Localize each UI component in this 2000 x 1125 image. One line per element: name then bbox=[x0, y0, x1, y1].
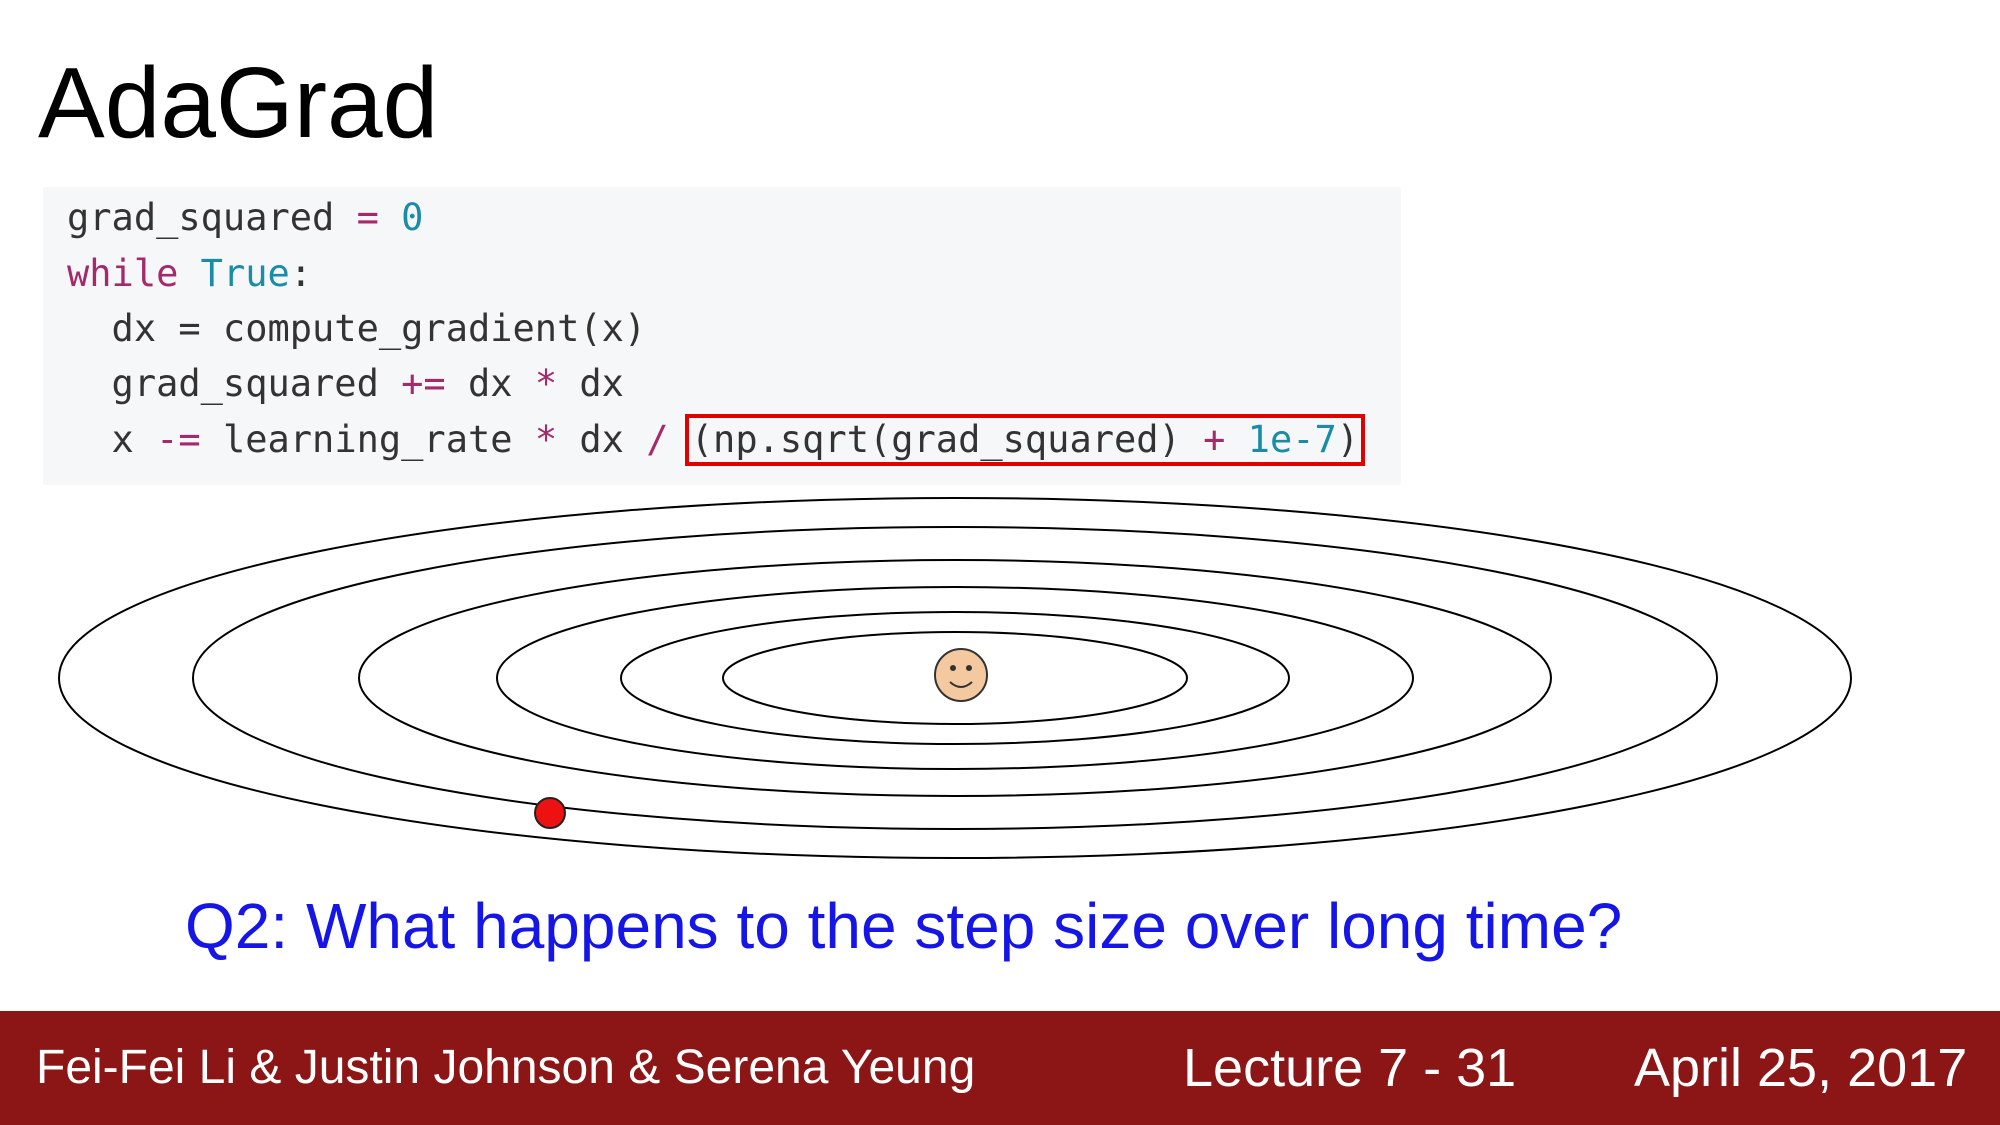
code-token: dx = compute_gradient(x) bbox=[67, 307, 647, 350]
code-line: while True: bbox=[67, 249, 312, 299]
code-token: dx bbox=[445, 362, 535, 405]
code-operator: = bbox=[334, 196, 402, 239]
code-number: 1e-7 bbox=[1225, 418, 1337, 461]
code-token: learning_rate bbox=[200, 418, 535, 461]
code-token: ) bbox=[1336, 418, 1360, 461]
code-operator: * bbox=[534, 418, 558, 461]
code-token: dx bbox=[557, 418, 647, 461]
footer-bar: Fei-Fei Li & Justin Johnson & Serena Yeu… bbox=[0, 1011, 2000, 1125]
slide-title: AdaGrad bbox=[38, 47, 439, 159]
contour-ellipse bbox=[620, 611, 1290, 745]
contour-ellipse bbox=[58, 497, 1852, 859]
code-boolean: True bbox=[200, 252, 290, 295]
code-operator: * bbox=[534, 362, 558, 405]
highlight-box: (np.sqrt(grad_squared) + 1e-7) bbox=[684, 414, 1366, 466]
code-token: (np.sqrt(grad_squared) bbox=[690, 418, 1204, 461]
contour-ellipse bbox=[358, 559, 1552, 797]
code-line: dx = compute_gradient(x) bbox=[67, 304, 647, 354]
code-line: x -= learning_rate * dx / (np.sqrt(grad_… bbox=[67, 414, 1366, 466]
footer-lecture-number: Lecture 7 - 31 bbox=[1183, 1038, 1517, 1098]
smiley-icon bbox=[934, 648, 988, 702]
code-operator: -= bbox=[156, 418, 201, 461]
contour-ellipse bbox=[496, 586, 1414, 770]
code-operator: + bbox=[1203, 418, 1226, 461]
code-token: grad_squared bbox=[67, 362, 402, 405]
question-text: Q2: What happens to the step size over l… bbox=[185, 890, 1623, 962]
code-line: grad_squared = 0 bbox=[67, 193, 423, 243]
code-number: 0 bbox=[401, 196, 424, 239]
code-token: : bbox=[289, 252, 313, 295]
contour-ellipse bbox=[722, 631, 1188, 725]
current-point-marker bbox=[534, 797, 566, 829]
code-token: grad_squared bbox=[67, 196, 335, 239]
code-operator: += bbox=[401, 362, 446, 405]
code-token: x bbox=[67, 418, 157, 461]
contour-diagram bbox=[58, 497, 1852, 859]
code-block: grad_squared = 0 while True: dx = comput… bbox=[43, 187, 1401, 485]
code-line: grad_squared += dx * dx bbox=[67, 359, 624, 409]
footer-date: April 25, 2017 bbox=[1634, 1038, 1968, 1098]
footer-authors: Fei-Fei Li & Justin Johnson & Serena Yeu… bbox=[36, 1041, 976, 1094]
code-keyword: while bbox=[67, 252, 179, 295]
contour-ellipse bbox=[192, 526, 1718, 830]
code-token: dx bbox=[557, 362, 624, 405]
code-operator: / bbox=[646, 418, 669, 461]
